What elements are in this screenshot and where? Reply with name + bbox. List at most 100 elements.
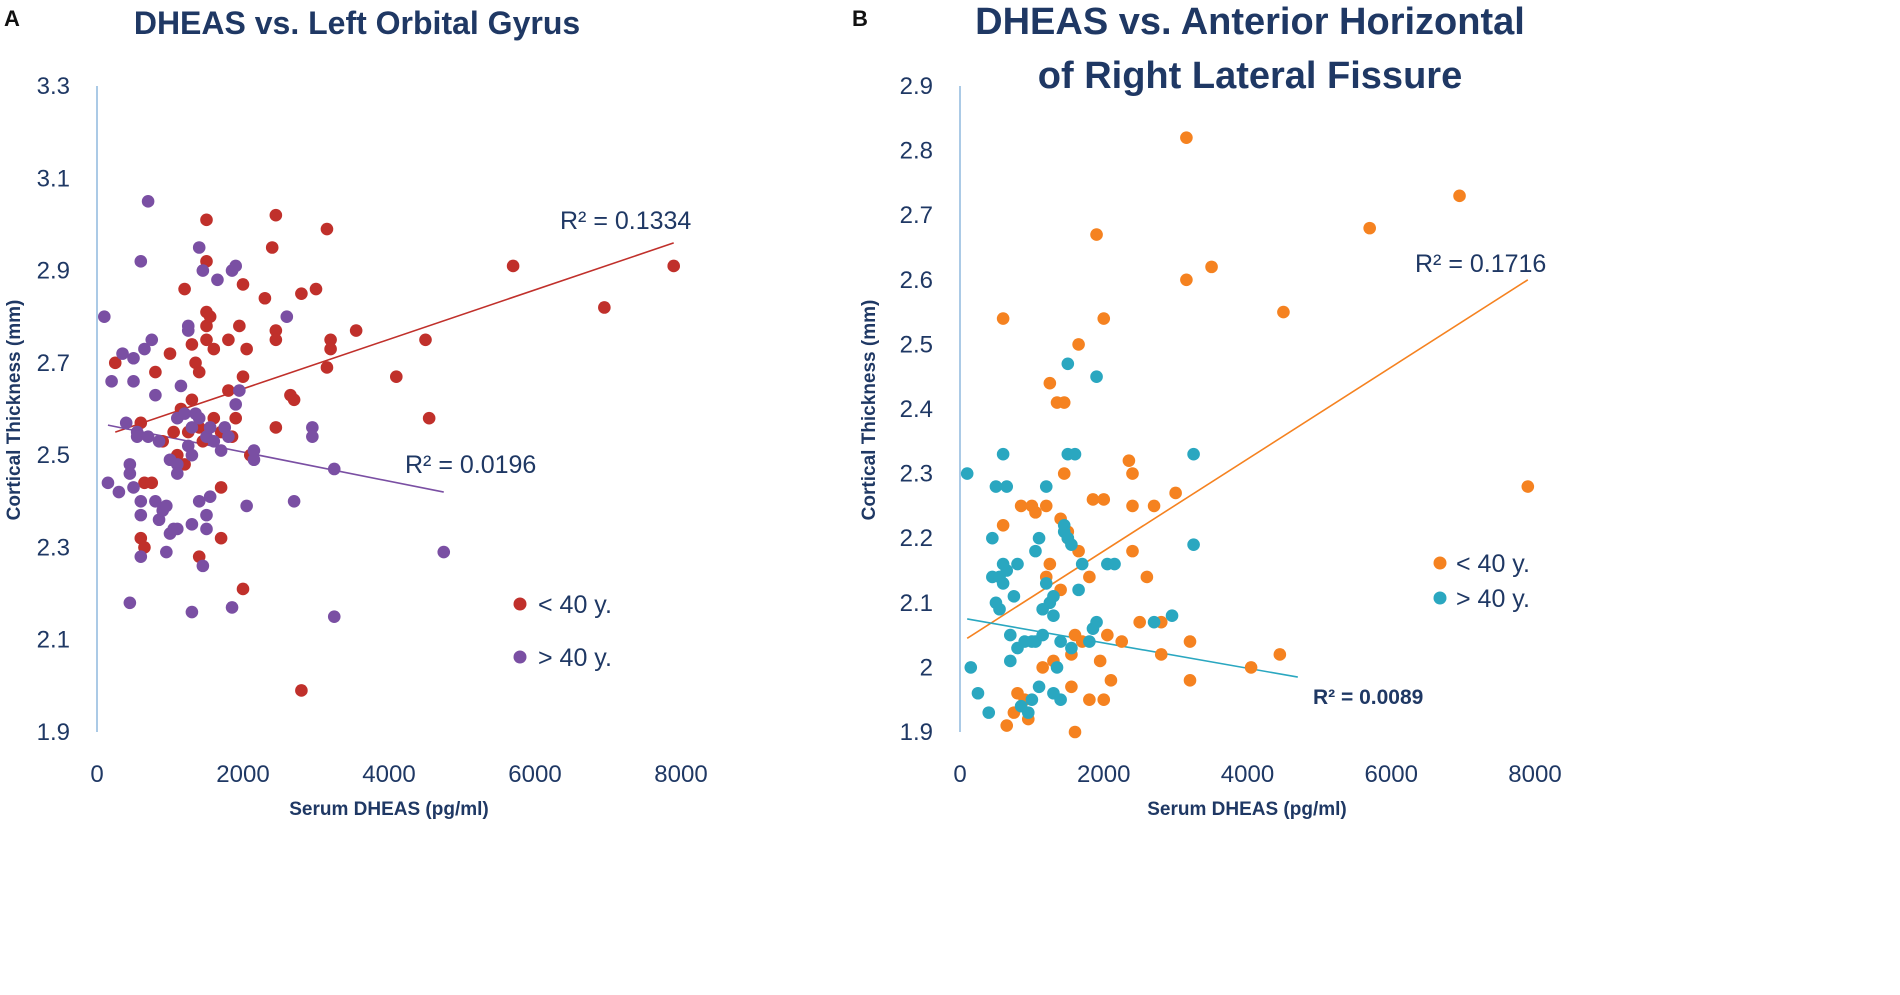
panel-a-point-under40 <box>185 393 199 407</box>
panel-a-point-under40 <box>265 241 279 254</box>
panel-a-point-under40 <box>269 324 283 337</box>
panel-a-x-axis-label: Serum DHEAS (pg/ml) <box>289 799 489 820</box>
panel-b-point-under40 <box>1453 189 1466 203</box>
panel-a-point-under40 <box>349 324 363 337</box>
panel-a-point-over40 <box>134 494 148 508</box>
panel-a-point-over40 <box>280 310 294 324</box>
panel-b-point-under40 <box>1147 499 1161 513</box>
panel-a-point-over40 <box>141 195 155 208</box>
panel-a-y-tick-label: 2.5 <box>37 442 70 469</box>
panel-b-point-under40 <box>1086 493 1100 506</box>
panel-b-point-over40 <box>1083 635 1096 648</box>
panel-b-y-tick-label: 2.1 <box>900 590 933 617</box>
panel-a-y-tick-label: 2.7 <box>37 350 70 377</box>
panel-b-r2-over40: R² = 0.0089 <box>1313 686 1423 709</box>
panel-a-point-under40 <box>667 259 680 273</box>
panel-a-point-over40 <box>196 559 210 573</box>
panel-b-point-under40 <box>1083 570 1096 584</box>
panel-b-point-over40 <box>1004 628 1017 642</box>
panel-b-y-ticks: 1.9 2 2.1 2.2 2.3 2.4 2.5 2.6 2.7 2.8 2.9 <box>900 73 933 746</box>
panel-a-point-under40 <box>506 259 520 273</box>
panel-a-point-over40 <box>437 545 451 559</box>
panel-a-point-over40 <box>145 333 159 347</box>
panel-a-point-over40 <box>192 494 206 508</box>
panel-b-legend: < 40 y. > 40 y. <box>1433 550 1530 613</box>
panel-a-point-under40 <box>192 365 206 379</box>
panel-b-point-over40 <box>1090 370 1103 384</box>
panel-a-point-over40 <box>185 518 199 531</box>
panel-a-point-under40 <box>258 291 272 305</box>
panel-a-point-over40 <box>149 494 162 508</box>
panel-b-point-under40 <box>1043 557 1057 571</box>
panel-a-y-tick-label: 3.3 <box>37 73 70 100</box>
panel-a-point-under40 <box>222 384 235 397</box>
panel-b-point-under40 <box>1133 615 1146 629</box>
panel-a-x-tick-label: 4000 <box>362 761 415 788</box>
panel-a-point-over40 <box>327 462 341 476</box>
panel-a-point-under40 <box>167 425 180 439</box>
panel-b-point-over40 <box>1090 615 1103 629</box>
panel-b-point-over40 <box>982 706 996 719</box>
panel-b-point-under40 <box>1104 674 1118 687</box>
panel-b-point-over40 <box>1075 557 1089 571</box>
panel-b-y-tick-label: 2.2 <box>900 525 933 552</box>
panel-b-point-under40 <box>1097 493 1111 506</box>
panel-a-y-tick-label: 2.3 <box>37 534 70 561</box>
panel-b-y-tick-label: 2.9 <box>900 73 933 100</box>
panel-a-point-over40 <box>207 435 221 448</box>
panel-a-point-over40 <box>233 384 246 397</box>
panel-a-point-under40 <box>324 333 337 347</box>
panel-b-legend-marker-under40 <box>1433 556 1447 570</box>
panel-b-point-over40 <box>960 467 974 480</box>
panel-a-point-under40 <box>269 421 283 434</box>
panel-a-point-over40 <box>225 601 239 614</box>
panel-a-point-over40 <box>171 458 184 471</box>
panel-b-point-under40 <box>1065 680 1078 694</box>
panel-b-title-line-1: DHEAS vs. Anterior Horizontal <box>975 1 1525 43</box>
panel-a-legend: < 40 y. > 40 y. <box>513 591 612 672</box>
panel-b-trendline-under40 <box>966 279 1529 640</box>
panel-b-point-under40 <box>1140 570 1154 584</box>
panel-a-point-over40 <box>123 596 137 610</box>
panel-a-point-over40 <box>127 375 140 388</box>
panel-a-point-under40 <box>163 347 177 360</box>
panel-a-point-over40 <box>171 467 184 480</box>
panel-b-point-under40 <box>1183 635 1197 648</box>
panel-b-legend-label-under40: < 40 y. <box>1456 550 1530 578</box>
panel-a-point-over40 <box>112 485 126 499</box>
panel-a-point-under40 <box>229 411 242 425</box>
panel-a-y-tick-label: 2.1 <box>37 627 70 654</box>
panel-a-point-over40 <box>130 430 144 443</box>
panel-a-point-under40 <box>185 338 199 351</box>
panel-a-point-over40 <box>123 458 137 471</box>
panel-b-y-tick-label: 2.3 <box>900 461 933 488</box>
panel-b-point-under40 <box>1057 467 1071 480</box>
panel-b-point-under40 <box>1036 661 1049 674</box>
panel-a-point-under40 <box>222 333 235 347</box>
panel-a-point-under40 <box>295 287 308 300</box>
panel-a-point-over40 <box>123 467 137 480</box>
panel-b-y-tick-label: 1.9 <box>900 719 933 746</box>
panel-b-y-tick-label: 2.5 <box>900 331 933 358</box>
panel-b-point-under40 <box>1169 486 1182 500</box>
panel-b-point-under40 <box>1014 499 1028 513</box>
panel-a-y-tick-label: 1.9 <box>37 719 70 746</box>
panel-b-point-under40 <box>996 312 1010 325</box>
panel-b-point-over40 <box>1025 693 1039 706</box>
panel-a-point-under40 <box>598 301 611 314</box>
panel-a-point-under40 <box>145 476 159 490</box>
panel-a-point-under40 <box>200 213 213 227</box>
panel-b-trendlines <box>966 279 1529 678</box>
panel-b-point-under40 <box>1101 628 1114 642</box>
panel-a-y-ticks: 1.9 2.1 2.3 2.5 2.7 2.9 3.1 3.3 <box>37 73 70 746</box>
panel-b-point-under40 <box>1180 273 1193 287</box>
panel-a-point-over40 <box>127 351 140 365</box>
panel-a-point-over40 <box>105 375 118 388</box>
panel-a-point-over40 <box>203 490 217 503</box>
panel-a-point-over40 <box>287 494 301 508</box>
panel-b-points <box>960 131 1535 739</box>
panel-a-point-over40 <box>101 476 115 490</box>
panel-a-point-over40 <box>306 421 319 434</box>
panel-b-point-over40 <box>989 480 1003 493</box>
